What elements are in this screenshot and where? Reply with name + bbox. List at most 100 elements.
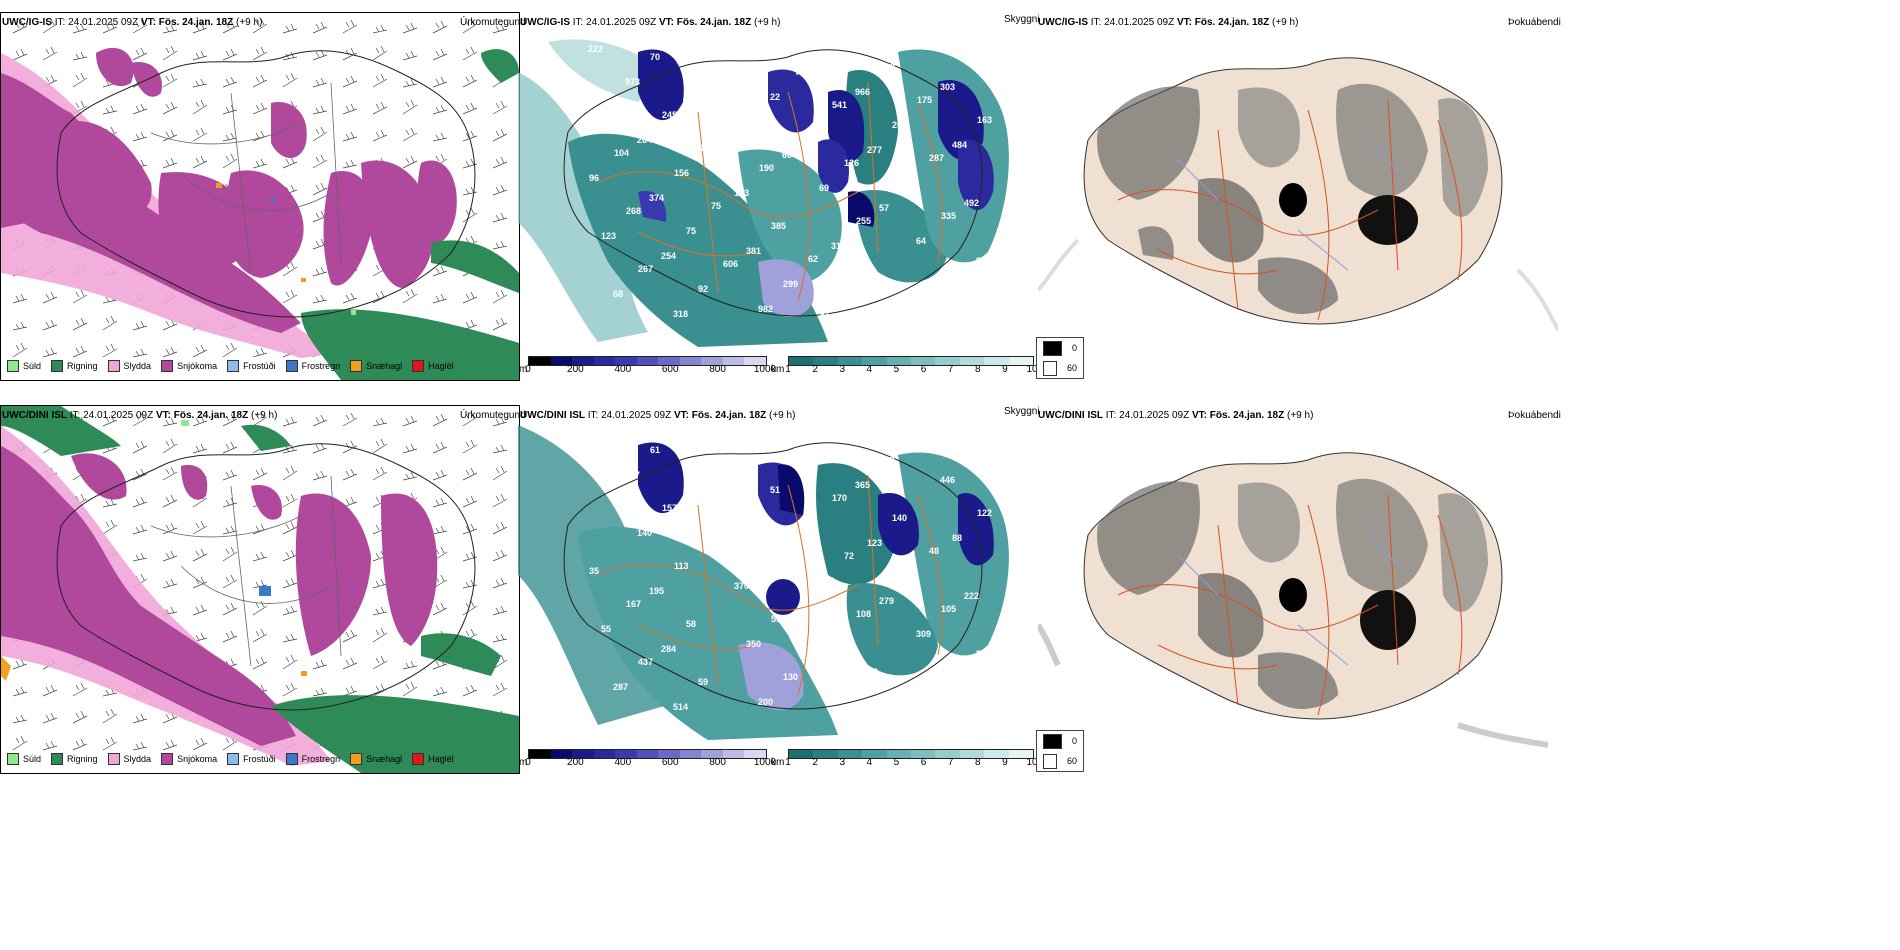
visibility-bar [788,749,1034,759]
fog-legend-item: 60 [1037,751,1083,771]
precip-legend-item: Frostregn [285,753,340,765]
elevation-label: 126 [844,158,859,168]
elevation-label: 59 [698,677,708,687]
precip-legend-item: Snjókoma [161,753,217,765]
colorbar-tick: 3 [839,364,845,375]
colorbar-tick: 3 [839,757,845,768]
colorbar-tick: 6 [920,757,927,768]
elevation-labels-row1: 222 565 60 57 571 318 22 277 492 254 982 966 484 374 3… [588,44,992,322]
elevation-label: 72 [844,551,854,561]
precip-legend-item: Haglél [412,360,454,372]
elevation-label: 118 [880,455,895,465]
elevation-label: 51 [770,485,780,495]
elevation-label: 284 [661,644,676,654]
precip-map-row1 [1,18,519,380]
colorbar-tick: 9 [1002,757,1008,768]
colorbar-tick: 0 [525,364,531,375]
elevation-label: 507 [976,649,991,659]
elevation-label: 64 [747,105,757,115]
elevation-label: 222 [964,591,979,601]
precip-legend-item: Snjókoma [161,360,217,372]
legend-swatch [107,360,120,372]
visibility-panel-row1: 222 565 60 57 571 318 22 277 492 254 982 966 484 374 3… [518,12,1038,357]
legend-label: Haglél [428,361,454,371]
title-fog-row2: Þokuábendi [1508,410,1561,421]
elevation-label: 299 [783,279,798,289]
elevation-label: 307 [843,299,858,309]
header-mid-row2: UWC/DINI ISL IT: 24.01.2025 09Z VT: Fös.… [520,410,796,421]
elevation-label: 77 [795,460,805,470]
elevation-label: 70 [650,52,660,62]
legend-label: Frostúði [243,754,276,764]
elevation-label: 96 [589,173,599,183]
elevation-label: 830 [843,692,858,702]
elevation-label: 205 [868,274,883,284]
precip-legend-item: Slydda [107,360,151,372]
visibility-unit: km [771,364,785,375]
elevation-label: 374 [649,193,664,203]
elevation-label: 109 [807,125,822,135]
precip-legend-item: Frostúði [227,360,276,372]
colorbar-tick: 400 [614,757,632,768]
elevation-label: 973 [625,77,640,87]
colorbar-tick: 200 [567,364,584,375]
elevation-label: 140 [637,528,652,538]
elevation-label: 365 [855,480,870,490]
title-visibility-row1: Skyggni [1004,14,1040,25]
elevation-label: 68 [613,289,623,299]
header-left-row2: UWC/DINI ISL IT: 24.01.2025 09Z VT: Fös.… [2,410,278,421]
elevation-label: 92 [698,284,708,294]
elevation-label: 123 [867,538,882,548]
elevation-label: 97 [759,556,769,566]
elevation-label: 55 [601,624,611,634]
precip-panel-row1: Súld Rigning Slydda Snjókoma Frostúði Frostre… [0,12,520,381]
elevation-label: 59 [771,614,781,624]
elevation-label: 64 [916,236,926,246]
colorbar-tick: 8 [974,757,981,768]
colorbar-tick: 7 [947,364,954,375]
legend-swatch [285,360,298,372]
elevation-label: 41 [747,498,757,508]
elevation-label: 190 [759,163,774,173]
precip-panel-row2: Súld Rigning Slydda Snjókoma Frostúði Frostre… [0,405,520,774]
elevation-label: 140 [892,513,907,523]
elevation-label: 125 [904,178,919,188]
colorbar-tick: 600 [661,364,679,375]
elevation-label: 130 [783,672,798,682]
legend-swatch [350,753,363,765]
header-left-row1: UWC/IG-IS IT: 24.01.2025 09Z VT: Fös. 24… [2,17,263,28]
elevation-label: 195 [649,586,664,596]
elevation-label: 203 [953,662,968,672]
elevation-label: 81 [710,72,720,82]
colorbar-tick: 600 [661,757,679,768]
precip-legend-item: Slydda [107,753,151,765]
legend-label: Snæhagl [366,361,403,371]
colorbar-tick: 800 [709,757,726,768]
legend-swatch [350,360,363,372]
legend-swatch [51,360,64,372]
elevation-label: 108 [856,609,871,619]
legend-swatch [161,360,174,372]
precip-legend-item: Snæhagl [350,360,402,372]
legend-swatch [227,753,240,765]
elevation-label: 492 [964,198,979,208]
visibility-ticks: 1 2 3 4 5 6 7 8 9 10 [785,364,1037,376]
elevation-label: 113 [674,561,689,571]
title-visibility-row2: Skyggni [1004,406,1040,417]
elevation-label: 320 [710,465,725,475]
elevation-label: 44 [699,143,709,153]
elevation-label: 527 [625,470,640,480]
elevation-label: 966 [855,87,870,97]
elevation-label: 571 [976,256,991,266]
elevation-label: 277 [867,145,882,155]
elevation-label: 309 [916,629,931,639]
elevation-label: 279 [879,596,894,606]
legend-label: Súld [23,754,42,764]
elevation-label: 437 [638,657,653,667]
elevation-label: 170 [832,493,847,503]
precip-legend-item: Haglél [412,753,454,765]
precip-legend-item: Súld [7,753,41,765]
elevation-label: 541 [832,100,847,110]
colorbar-tick: 5 [893,364,900,375]
elevation-label: 194 [928,687,943,697]
